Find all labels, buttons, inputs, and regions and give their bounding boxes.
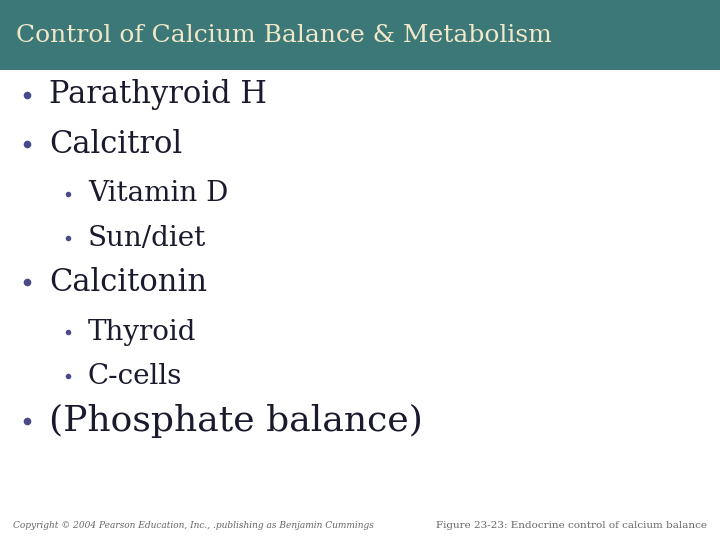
Text: C-cells: C-cells bbox=[88, 363, 182, 390]
Text: Control of Calcium Balance & Metabolism: Control of Calcium Balance & Metabolism bbox=[16, 24, 552, 46]
Text: Calcitonin: Calcitonin bbox=[49, 267, 207, 298]
Text: (Phosphate balance): (Phosphate balance) bbox=[49, 403, 423, 438]
Text: Vitamin D: Vitamin D bbox=[88, 180, 228, 207]
Text: Sun/diet: Sun/diet bbox=[88, 225, 206, 252]
Text: Calcitrol: Calcitrol bbox=[49, 129, 182, 160]
Bar bbox=[0, 0, 720, 70]
Text: Copyright © 2004 Pearson Education, Inc., .publishing as Benjamin Cummings: Copyright © 2004 Pearson Education, Inc.… bbox=[13, 521, 374, 530]
Text: Thyroid: Thyroid bbox=[88, 319, 197, 346]
Text: Parathyroid H: Parathyroid H bbox=[49, 79, 267, 110]
Text: Figure 23-23: Endocrine control of calcium balance: Figure 23-23: Endocrine control of calci… bbox=[436, 521, 707, 530]
